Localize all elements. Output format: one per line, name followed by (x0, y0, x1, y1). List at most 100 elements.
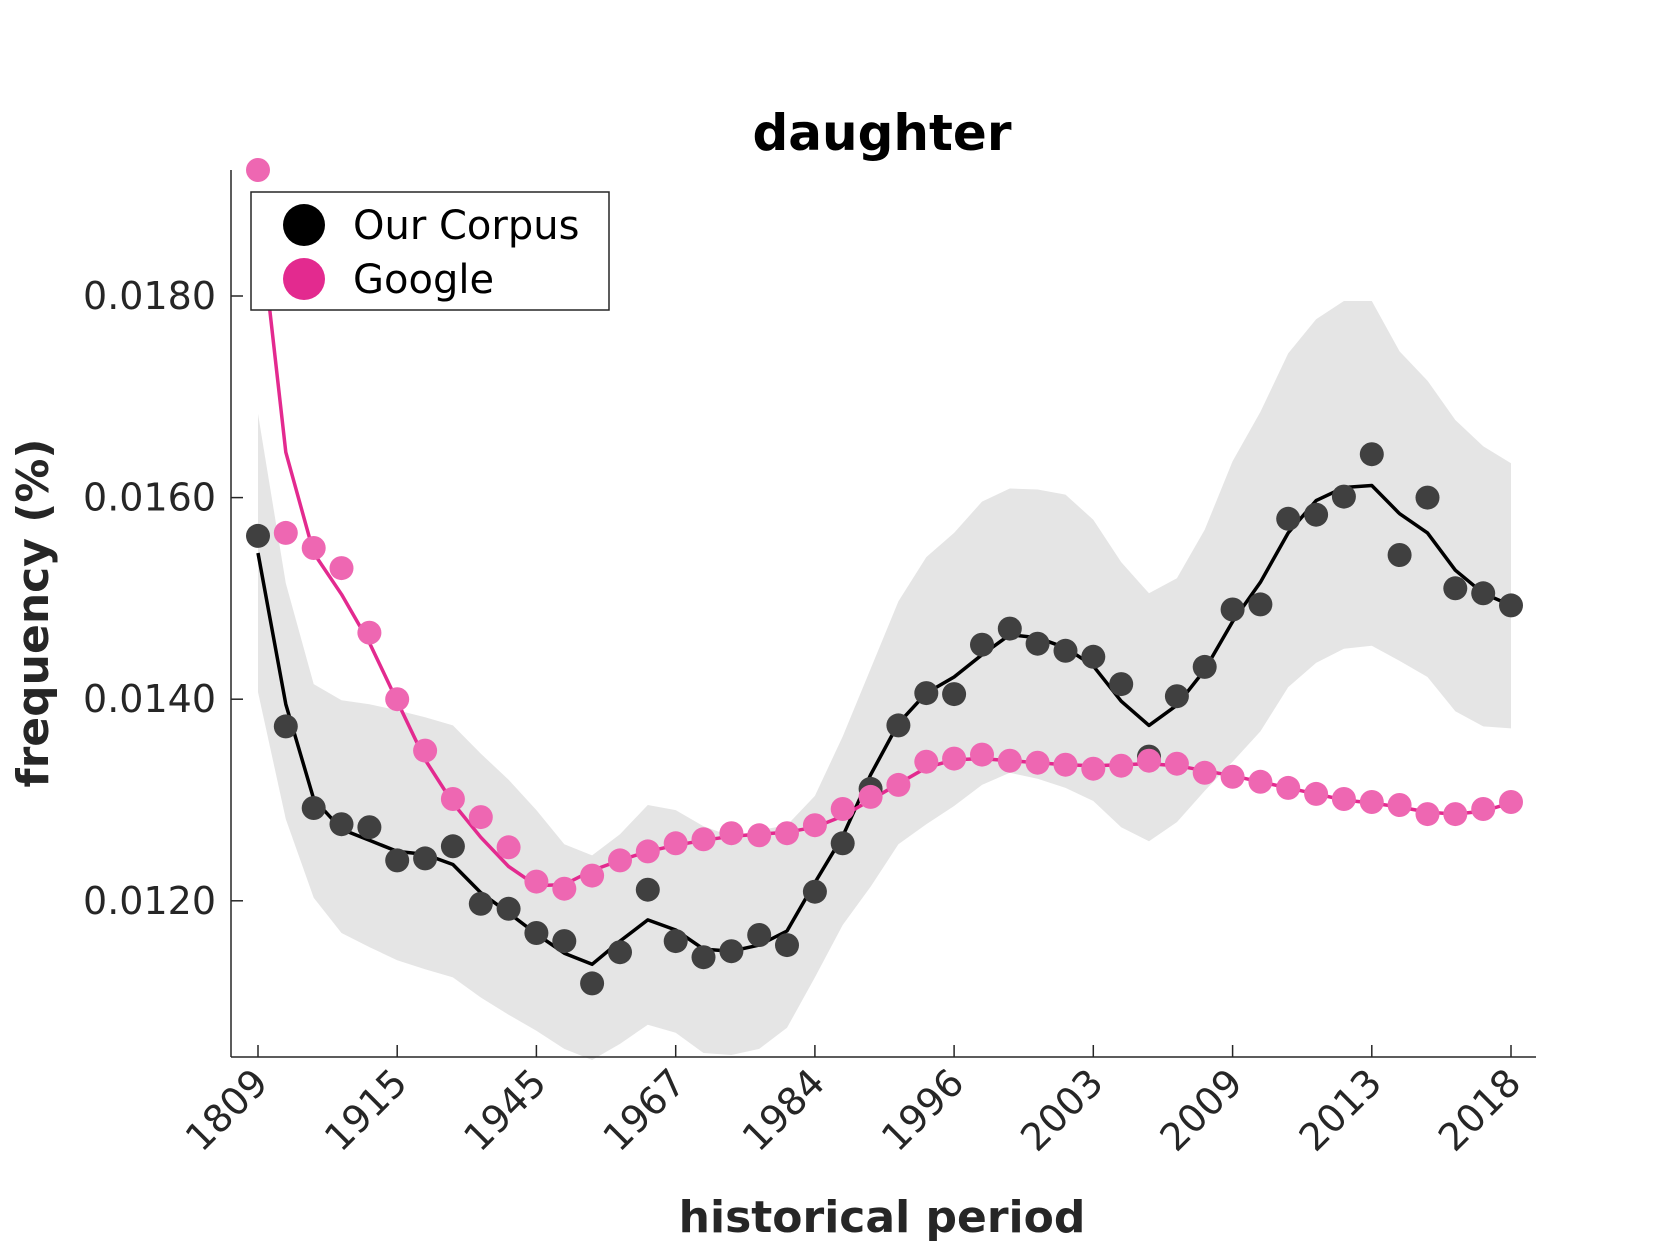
data-point-google (1415, 802, 1440, 827)
y-axis-ticks: 0.0120 0.0140 0.0160 0.0180 (83, 274, 243, 923)
x-tick-label: 2018 (1430, 1060, 1530, 1160)
data-point-google (830, 797, 855, 821)
x-tick-label: 1984 (734, 1060, 834, 1160)
points-google (246, 158, 1523, 901)
y-tick-label: 0.0120 (83, 879, 216, 923)
data-point-our-corpus (273, 714, 298, 739)
data-point-our-corpus (524, 921, 549, 945)
data-point-google (385, 687, 410, 712)
data-point-our-corpus (775, 933, 799, 958)
data-point-our-corpus (1053, 638, 1078, 663)
data-point-our-corpus (997, 616, 1022, 641)
data-point-our-corpus (1387, 543, 1412, 567)
data-point-google (1053, 752, 1078, 777)
x-tick-label: 2003 (1012, 1060, 1112, 1160)
data-point-google (580, 863, 605, 888)
data-point-google (1499, 790, 1523, 814)
data-point-our-corpus (1499, 593, 1523, 618)
data-point-google (1443, 802, 1468, 827)
chart-title: daughter (753, 104, 1012, 162)
data-point-our-corpus (830, 831, 855, 856)
data-point-our-corpus (1248, 592, 1273, 617)
data-point-google (886, 772, 911, 797)
x-tick-label: 1996 (873, 1060, 973, 1160)
data-point-our-corpus (691, 945, 716, 970)
data-point-our-corpus (552, 929, 577, 954)
data-point-google (1304, 781, 1329, 806)
data-point-google (970, 742, 994, 767)
x-tick-label: 1967 (595, 1060, 695, 1160)
legend-label-our-corpus: Our Corpus (353, 203, 579, 249)
data-point-our-corpus (1081, 644, 1106, 669)
data-point-google (663, 831, 688, 856)
data-point-google (1276, 775, 1301, 800)
x-axis-label: historical period (679, 1192, 1086, 1243)
smooth-line-google (256, 205, 1512, 888)
x-tick-label: 1915 (316, 1060, 416, 1160)
data-point-google (301, 536, 326, 560)
data-point-google (413, 738, 438, 763)
data-point-our-corpus (246, 523, 270, 548)
confidence-band-our-corpus (258, 301, 1511, 1060)
data-point-our-corpus (1025, 631, 1050, 656)
data-point-our-corpus (1109, 672, 1134, 697)
data-point-our-corpus (719, 939, 744, 964)
data-point-google (802, 813, 827, 838)
data-point-our-corpus (329, 812, 354, 837)
data-point-our-corpus (1415, 485, 1440, 510)
data-point-google (997, 748, 1022, 773)
data-point-our-corpus (635, 877, 660, 902)
y-axis-label: frequency (%) (8, 438, 59, 787)
data-point-google (246, 158, 270, 182)
data-point-our-corpus (440, 834, 465, 859)
data-point-google (496, 835, 521, 860)
data-point-our-corpus (1192, 654, 1217, 679)
data-point-google (1331, 787, 1356, 811)
data-point-our-corpus (1220, 597, 1245, 622)
data-point-google (524, 869, 549, 894)
data-point-google (1387, 793, 1412, 817)
data-point-google (357, 620, 382, 645)
data-point-google (914, 749, 939, 774)
data-point-google (858, 784, 883, 809)
data-point-google (1164, 751, 1189, 776)
data-point-google (747, 823, 772, 848)
data-point-google (691, 827, 716, 852)
y-tick-label: 0.0140 (83, 677, 216, 721)
data-point-our-corpus (1276, 506, 1301, 531)
data-point-google (1220, 764, 1245, 789)
data-point-google (552, 876, 577, 901)
data-point-google (440, 787, 465, 811)
data-point-our-corpus (385, 848, 410, 873)
legend-marker-our-corpus (283, 204, 325, 246)
smooth-line-our-corpus (256, 483, 1512, 967)
data-point-our-corpus (1164, 684, 1189, 709)
data-point-google (775, 821, 799, 846)
confidence-band-layer (258, 301, 1511, 1060)
x-tick-label: 1809 (177, 1060, 277, 1160)
y-tick-label: 0.0160 (83, 476, 216, 520)
data-point-google (468, 805, 493, 830)
legend-marker-google (283, 258, 325, 300)
data-point-google (1137, 748, 1161, 773)
data-point-google (1471, 797, 1496, 821)
smoothed-lines-layer (256, 205, 1512, 967)
data-point-google (719, 821, 744, 846)
data-point-our-corpus (357, 815, 382, 840)
data-point-google (635, 839, 660, 864)
legend: Our Corpus Google (250, 191, 610, 311)
x-tick-label: 1945 (455, 1060, 555, 1160)
data-point-our-corpus (1359, 442, 1384, 467)
data-point-google (608, 848, 632, 873)
data-point-our-corpus (970, 632, 994, 657)
data-point-google (1081, 756, 1106, 781)
data-point-google (1192, 760, 1217, 785)
data-point-google (273, 520, 298, 545)
data-point-our-corpus (413, 846, 438, 871)
data-point-our-corpus (1331, 484, 1356, 509)
data-point-our-corpus (942, 682, 967, 707)
data-point-our-corpus (608, 940, 632, 965)
data-point-our-corpus (496, 896, 521, 921)
data-point-google (329, 556, 354, 581)
data-point-google (1109, 753, 1134, 778)
